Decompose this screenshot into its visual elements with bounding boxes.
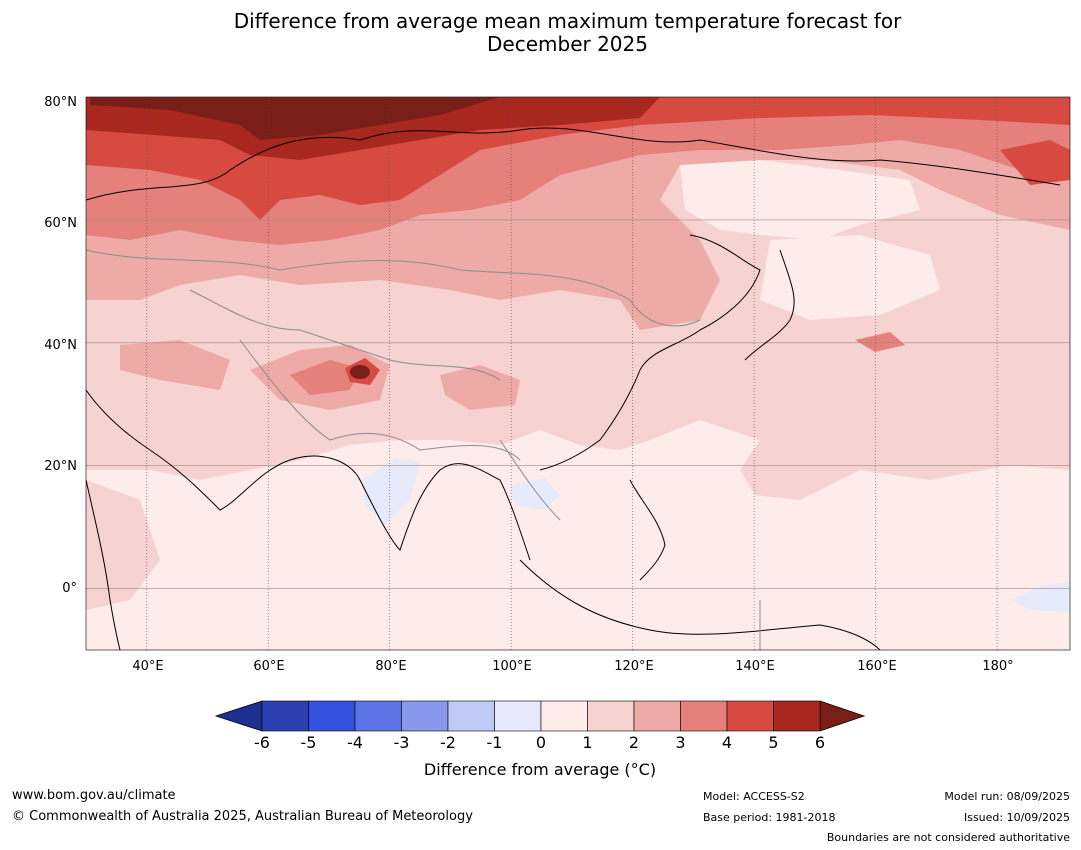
colorbar-swatch [354,700,402,732]
footer-copyright: © Commonwealth of Australia 2025, Austra… [12,809,473,824]
map-frame [85,96,1071,651]
map-gridlines [86,97,1070,650]
colorbar-tick-label: 0 [535,733,547,752]
colorbar-extend-high [819,700,866,732]
colorbar-swatch [308,700,356,732]
footer-model: Model: ACCESS-S2 [703,790,805,803]
colorbar-swatch [401,700,449,732]
country-borders [86,249,761,650]
lat-label: 60°N [44,216,77,231]
colorbar-swatch [447,700,495,732]
colorbar-tick-label: 6 [814,733,826,752]
colorbar-swatch [633,700,681,732]
colorbar-swatch [261,700,309,732]
colorbar-tick-label: -1 [486,733,503,752]
coastlines [86,127,1061,650]
anomaly-region-2-3-tibet [440,365,520,410]
colorbar-tick-label: -4 [347,733,363,752]
anomaly-region-neg1-0-bay [362,458,420,525]
anomaly-region-gt-6-karakoram [350,365,370,379]
lat-label: 40°N [44,338,77,353]
colorbar-swatch [540,700,588,732]
colorbar-swatch [773,700,821,732]
anomaly-region-3-4-pacific [855,332,905,352]
colorbar-tick-label: -5 [300,733,317,752]
lon-label: 160°E [857,659,897,674]
colorbar-swatch [494,700,542,732]
lon-label: 80°E [375,659,407,674]
colorbar-tick-label: 3 [675,733,686,752]
title-line-1: Difference from average mean maximum tem… [233,9,902,33]
colorbar-tick-label: -3 [393,733,410,752]
anomaly-region-neg1-0-indochina [510,478,560,510]
indochina-border [499,439,561,521]
lon-label: 60°E [253,659,285,674]
philippines-coastline [629,479,666,581]
anomaly-region-2-3-iran [120,340,230,390]
east-asia-coastline [539,234,761,471]
lat-label: 0° [62,581,77,596]
lon-label: 40°E [132,659,164,674]
anomaly-region-gt-6 [90,97,500,140]
colorbar-tick-label: 1 [582,733,593,752]
lon-label: 140°E [735,659,775,674]
footer-website: www.bom.gov.au/climate [12,788,176,803]
japan-coastline [744,249,795,361]
colorbar-tick-label: 2 [628,733,640,752]
lon-label: 100°E [492,659,532,674]
colorbar-label: Difference from average (°C) [423,760,657,779]
footer-model-run: Model run: 08/09/2025 [944,790,1070,803]
lat-label: 20°N [44,459,77,474]
title-line-2: December 2025 [487,32,648,56]
arctic-coastline [86,127,1061,201]
colorbar-swatch [726,700,774,732]
anomaly-region-neg1-0-pacific [1010,582,1070,612]
south-asia-coastline [86,389,531,561]
anomaly-region-4-5-chukotka [1000,140,1070,185]
colorbar-tick-label: 4 [721,733,733,752]
colorbar-swatch [587,700,635,732]
footer-issued: Issued: 10/09/2025 [963,811,1070,824]
chart-title: Difference from average mean maximum tem… [0,10,1081,56]
anomaly-region-3-4-karakoram [290,360,360,395]
anomaly-region-1-2-africa [86,480,160,610]
lat-label: 80°N [44,95,77,110]
lon-label: 180° [982,659,1014,674]
colorbar-extend-low [214,700,263,732]
lon-label: 120°E [614,659,654,674]
maritime-continent-coastline [519,559,881,650]
colorbar-tick-label: -6 [254,733,270,752]
central-asia-border [189,289,501,381]
colorbar-tick-label: -2 [440,733,456,752]
anomaly-region-0-1-japan [760,235,940,320]
footer-disclaimer: Boundaries are not considered authoritat… [826,831,1070,844]
footer-base-period: Base period: 1981-2018 [703,811,836,824]
russia-border [86,249,701,327]
colorbar-swatch [680,700,728,732]
map-anomaly-field [86,97,1070,650]
africa-coastline [86,479,121,650]
south-asia-border [239,339,521,461]
colorbar-tick-label: 5 [768,733,779,752]
